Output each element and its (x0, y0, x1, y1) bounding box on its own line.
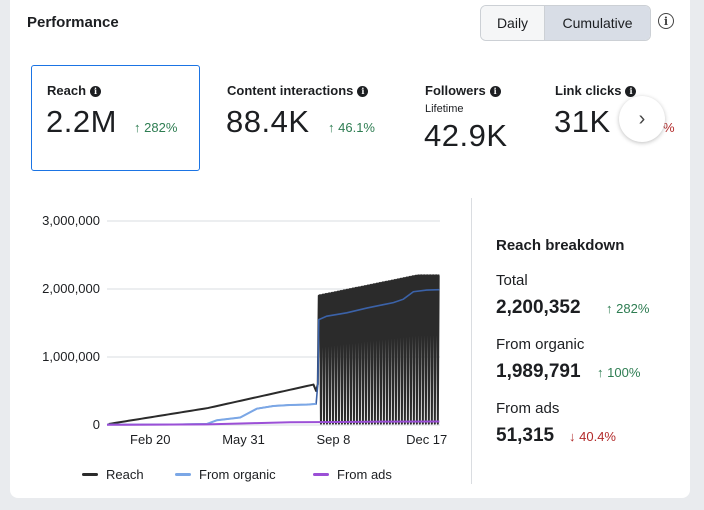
breakdown-total-label: Total (496, 272, 528, 289)
breakdown-organic-value: 1,989,791 (496, 361, 581, 382)
metric-delta-content-interactions: ↑ 46.1% (328, 120, 375, 135)
cumulative-toggle-button[interactable]: Cumulative (545, 6, 650, 40)
metric-value-reach: 2.2M (46, 104, 117, 139)
x-tick-label: Sep 8 (316, 432, 350, 447)
y-tick-label: 1,000,000 (42, 349, 100, 364)
x-tick-label: Feb 20 (130, 432, 170, 447)
breakdown-organic-delta: ↑ 100% (597, 365, 641, 380)
breakdown-ads-value: 51,315 (496, 425, 555, 446)
info-icon[interactable]: i (489, 85, 501, 97)
arrow-down-icon: ↓ (569, 429, 576, 444)
breakdown-ads-label: From ads (496, 400, 560, 417)
legend-ads[interactable]: From ads (313, 467, 392, 482)
chevron-right-icon: › (638, 107, 646, 130)
metric-delta-link-clicks: % (663, 120, 675, 135)
metric-sub-followers: Lifetime (425, 103, 464, 115)
divider (471, 198, 472, 484)
x-tick-label: Dec 17 (406, 432, 447, 447)
info-icon[interactable]: i (658, 13, 674, 29)
metric-value-content-interactions: 88.4K (226, 104, 310, 139)
breakdown-title: Reach breakdown (496, 237, 625, 254)
series-line-ads (106, 420, 440, 426)
y-tick-label: 2,000,000 (42, 281, 100, 296)
legend-label-organic: From organic (199, 467, 276, 482)
info-icon[interactable]: i (625, 85, 637, 97)
metric-delta-reach: ↑ 282% (134, 120, 178, 135)
legend-organic[interactable]: From organic (175, 467, 276, 482)
arrow-up-icon: ↑ (597, 365, 604, 380)
page-title: Performance (27, 14, 119, 31)
performance-card: Performance Daily Cumulative i Reach i 2.… (10, 0, 690, 498)
metric-label-reach: Reach i (47, 83, 102, 98)
breakdown-ads-delta: ↓ 40.4% (569, 429, 616, 444)
daily-toggle-button[interactable]: Daily (481, 6, 545, 40)
metric-value-followers: 42.9K (424, 118, 508, 153)
info-icon[interactable]: i (357, 85, 369, 97)
metric-value-link-clicks: 31K (554, 104, 611, 139)
legend-reach[interactable]: Reach (82, 467, 144, 482)
x-tick-label: May 31 (222, 432, 265, 447)
arrow-up-icon: ↑ (328, 120, 335, 135)
arrow-up-icon: ↑ (606, 301, 613, 316)
metric-card-reach[interactable] (31, 65, 200, 171)
legend-swatch-organic (175, 473, 191, 476)
info-icon[interactable]: i (90, 85, 102, 97)
breakdown-organic-label: From organic (496, 336, 585, 353)
breakdown-total-value: 2,200,352 (496, 297, 581, 318)
metric-label-followers: Followers i (425, 83, 501, 98)
legend-label-reach: Reach (106, 467, 144, 482)
series-line-reach (108, 274, 440, 425)
view-toggle: Daily Cumulative (480, 5, 651, 41)
breakdown-total-delta: ↑ 282% (606, 301, 650, 316)
y-tick-label: 3,000,000 (42, 213, 100, 228)
legend-label-ads: From ads (337, 467, 392, 482)
legend-swatch-ads (313, 473, 329, 476)
legend-swatch-reach (82, 473, 98, 476)
reach-chart: 0 1,000,000 2,000,000 3,000,000 Feb 20 May 31… (42, 213, 447, 447)
next-metrics-button[interactable]: › (619, 96, 665, 142)
metric-card-link-clicks[interactable]: Link clicks i 31K % (545, 65, 675, 171)
y-tick-label: 0 (93, 417, 100, 432)
metric-label-link-clicks: Link clicks i (555, 83, 637, 98)
metric-label-content-interactions: Content interactions i (227, 83, 369, 98)
arrow-up-icon: ↑ (134, 120, 141, 135)
